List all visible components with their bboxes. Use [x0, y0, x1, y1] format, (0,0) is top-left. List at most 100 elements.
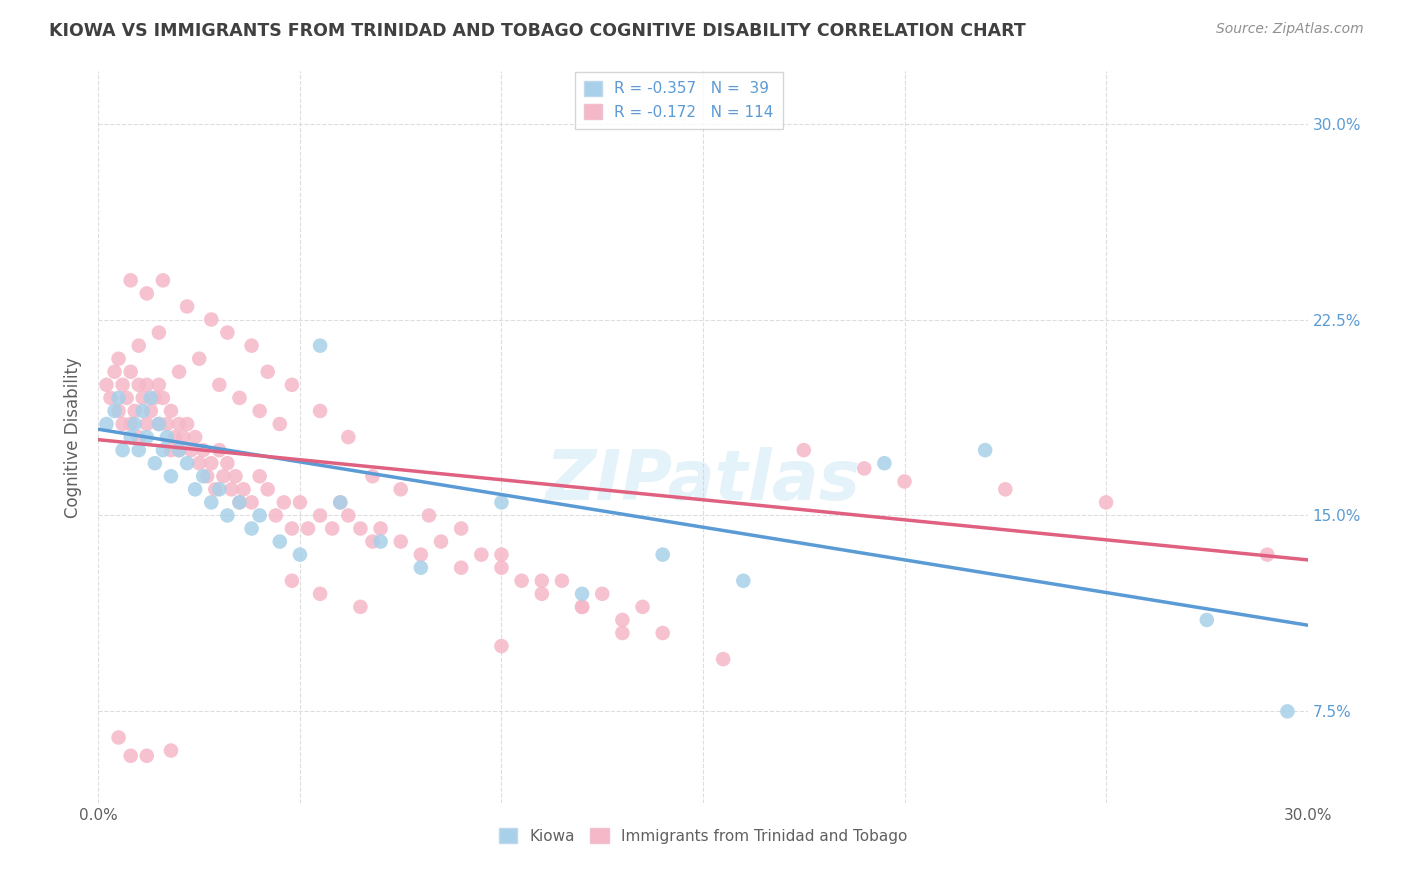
Point [309, 508, 332, 523]
Point [711, 652, 734, 666]
Point [148, 377, 170, 392]
Point [349, 521, 371, 535]
Point [217, 456, 239, 470]
Point [228, 495, 250, 509]
Point [176, 456, 198, 470]
Point [184, 483, 207, 497]
Point [491, 495, 513, 509]
Point [491, 560, 513, 574]
Point [208, 483, 231, 497]
Point [156, 430, 179, 444]
Point [309, 404, 332, 418]
Point [167, 365, 190, 379]
Point [224, 469, 246, 483]
Point [1195, 613, 1218, 627]
Point [281, 377, 304, 392]
Point [530, 587, 553, 601]
Point [120, 365, 142, 379]
Point [288, 495, 311, 509]
Point [273, 495, 295, 509]
Point [571, 599, 593, 614]
Point [152, 273, 174, 287]
Point [612, 626, 634, 640]
Point [389, 483, 412, 497]
Text: Source: ZipAtlas.com: Source: ZipAtlas.com [1216, 22, 1364, 37]
Point [288, 548, 311, 562]
Point [128, 430, 150, 444]
Point [135, 748, 157, 763]
Point [163, 430, 186, 444]
Point [208, 443, 231, 458]
Point [217, 326, 239, 340]
Point [139, 404, 162, 418]
Point [124, 404, 146, 418]
Point [160, 469, 183, 483]
Point [612, 613, 634, 627]
Point [249, 508, 271, 523]
Point [228, 495, 250, 509]
Point [156, 417, 179, 431]
Point [120, 430, 142, 444]
Point [204, 483, 226, 497]
Point [530, 574, 553, 588]
Point [651, 626, 673, 640]
Point [281, 521, 304, 535]
Point [370, 534, 392, 549]
Point [349, 599, 371, 614]
Point [232, 483, 254, 497]
Point [212, 469, 235, 483]
Point [389, 534, 412, 549]
Point [256, 365, 278, 379]
Point [337, 430, 360, 444]
Text: KIOWA VS IMMIGRANTS FROM TRINIDAD AND TOBAGO COGNITIVE DISABILITY CORRELATION CH: KIOWA VS IMMIGRANTS FROM TRINIDAD AND TO… [49, 22, 1026, 40]
Point [430, 534, 453, 549]
Point [128, 443, 150, 458]
Point [139, 391, 162, 405]
Point [974, 443, 997, 458]
Point [148, 326, 170, 340]
Point [450, 521, 472, 535]
Point [176, 417, 198, 431]
Point [221, 483, 243, 497]
Point [120, 417, 142, 431]
Point [180, 443, 202, 458]
Point [167, 417, 190, 431]
Point [152, 391, 174, 405]
Point [793, 443, 815, 458]
Point [409, 548, 432, 562]
Point [256, 483, 278, 497]
Point [321, 521, 343, 535]
Point [188, 456, 211, 470]
Point [167, 443, 190, 458]
Point [491, 639, 513, 653]
Point [329, 495, 352, 509]
Point [994, 483, 1017, 497]
Point [733, 574, 755, 588]
Point [172, 430, 194, 444]
Point [193, 469, 215, 483]
Point [240, 495, 263, 509]
Point [853, 461, 876, 475]
Point [309, 587, 332, 601]
Point [200, 456, 222, 470]
Point [571, 599, 593, 614]
Point [309, 338, 332, 352]
Point [361, 534, 384, 549]
Point [135, 286, 157, 301]
Point [491, 548, 513, 562]
Point [269, 534, 291, 549]
Point [132, 404, 155, 418]
Point [100, 391, 122, 405]
Point [418, 508, 440, 523]
Point [128, 338, 150, 352]
Point [128, 377, 150, 392]
Point [143, 391, 166, 405]
Text: ZIPatlas: ZIPatlas [546, 448, 860, 515]
Point [240, 521, 263, 535]
Point [96, 417, 118, 431]
Point [470, 548, 492, 562]
Point [281, 574, 304, 588]
Point [107, 731, 129, 745]
Point [120, 748, 142, 763]
Point [152, 443, 174, 458]
